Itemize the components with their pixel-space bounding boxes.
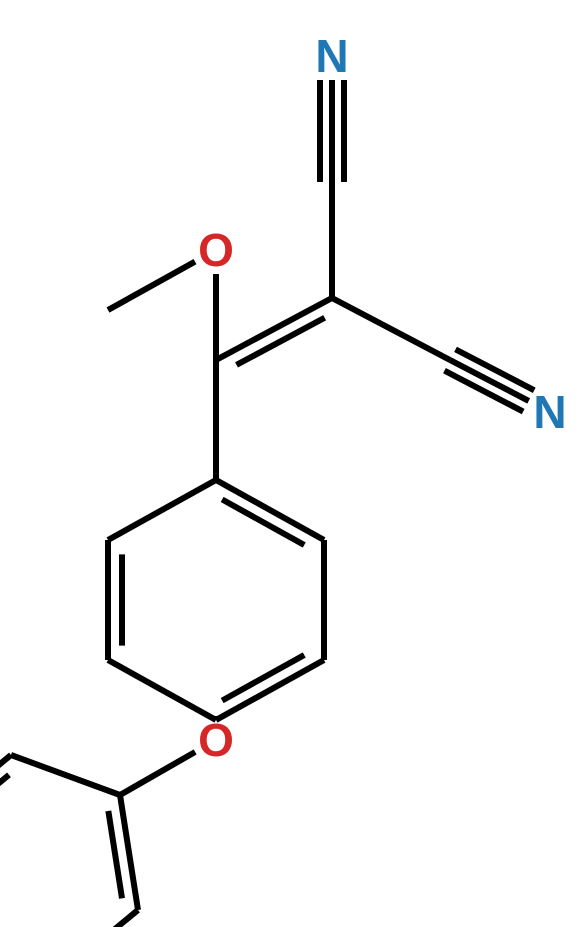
molecule-diagram: N N O O bbox=[0, 0, 586, 927]
n-atom-label: N bbox=[315, 30, 348, 82]
n-atom-label: N bbox=[533, 386, 566, 438]
o-atom-label: O bbox=[198, 224, 234, 276]
o-atom-label: O bbox=[198, 714, 234, 766]
